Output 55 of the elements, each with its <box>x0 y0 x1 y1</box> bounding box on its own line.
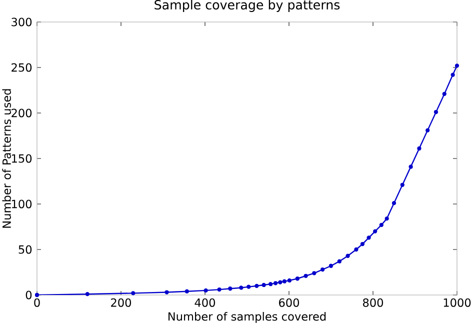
point <box>360 242 365 246</box>
x-tick-label: 400 <box>194 298 216 307</box>
point <box>312 271 316 276</box>
point <box>442 92 446 96</box>
point <box>287 278 292 283</box>
y-tick-label: 300 <box>12 18 32 26</box>
point <box>273 281 278 286</box>
point <box>379 222 384 227</box>
y-axis-title: Number of Patterns used <box>2 89 11 228</box>
point <box>450 72 455 77</box>
point <box>164 290 169 294</box>
point <box>366 236 371 240</box>
point <box>454 64 460 68</box>
point <box>282 279 286 284</box>
point <box>217 287 222 292</box>
point <box>426 128 430 132</box>
chart-title: Sample coverage by patterns <box>154 0 340 12</box>
point <box>131 291 136 296</box>
point <box>228 286 232 291</box>
y-tick-label: 100 <box>12 200 32 208</box>
x-tick-label: 800 <box>363 298 384 307</box>
point <box>417 146 422 151</box>
point <box>346 254 350 258</box>
x-tick-label: 600 <box>279 298 300 307</box>
point <box>304 274 308 278</box>
point <box>239 286 244 290</box>
x-tick-label: 200 <box>111 298 132 307</box>
point <box>328 264 334 268</box>
point <box>268 282 273 286</box>
point <box>320 267 325 272</box>
x-axis-title: Number of samples covered <box>168 312 326 323</box>
point <box>246 284 251 289</box>
x-tick-label: 1000 <box>444 298 471 307</box>
point <box>184 289 190 294</box>
y-tick-label: 0 <box>26 290 32 300</box>
x-tick-label: 0 <box>34 298 40 307</box>
point <box>408 164 413 169</box>
point <box>392 201 396 206</box>
point <box>278 280 282 284</box>
point <box>85 292 90 296</box>
point <box>354 247 358 252</box>
point <box>400 182 404 187</box>
y-tick-label: 200 <box>12 108 32 118</box>
point <box>34 292 40 298</box>
point <box>337 259 342 264</box>
y-tick-label: 150 <box>12 154 32 163</box>
point <box>204 288 208 293</box>
point <box>295 276 300 281</box>
point <box>373 229 378 234</box>
y-tick-label: 250 <box>12 63 32 72</box>
y-tick-label: 50 <box>18 245 32 254</box>
point <box>384 216 389 221</box>
point <box>262 282 266 288</box>
point <box>254 284 259 288</box>
point <box>434 110 438 114</box>
